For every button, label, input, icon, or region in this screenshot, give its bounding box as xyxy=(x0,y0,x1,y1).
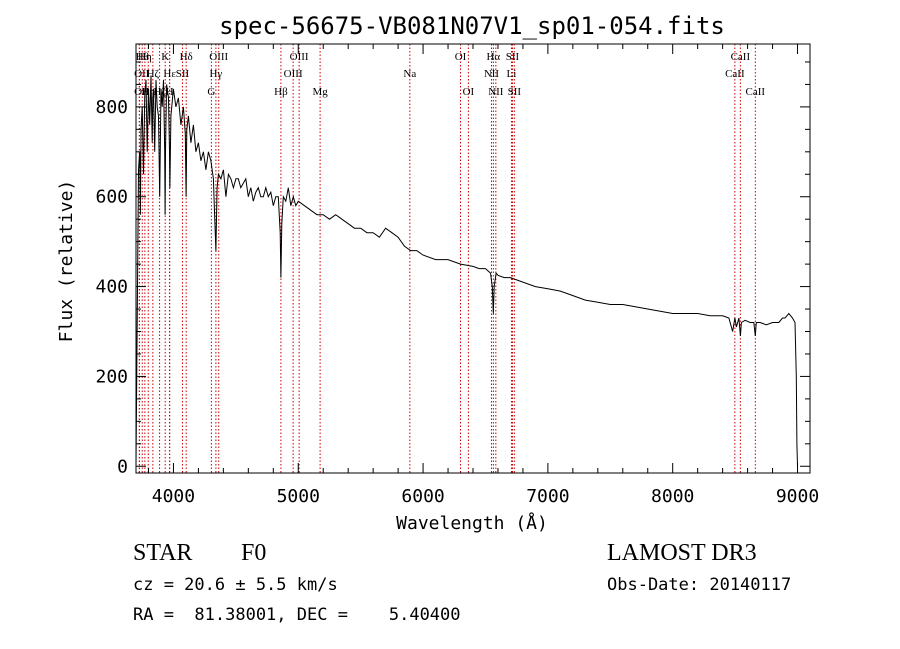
line-label: Hα xyxy=(486,51,500,63)
x-tick-label: 4000 xyxy=(152,486,195,507)
line-label: Hδ xyxy=(180,51,193,63)
line-label: SII xyxy=(506,51,520,63)
obs-date-text: Obs-Date: 20140117 xyxy=(607,575,791,595)
line-label: OIII xyxy=(290,51,309,63)
chart-title: spec-56675-VB081N07V1_sp01-054.fits xyxy=(219,12,725,40)
line-label: Na xyxy=(403,68,416,80)
line-label: NII xyxy=(488,86,504,98)
line-label: Hζ xyxy=(147,68,160,80)
line-label: CaII xyxy=(725,68,745,80)
line-label: OII xyxy=(134,68,150,80)
line-label: SII xyxy=(176,68,190,80)
x-tick-label: 9000 xyxy=(776,486,819,507)
line-label: K xyxy=(161,51,169,63)
line-label: Hη xyxy=(138,51,152,63)
y-axis-label: Flux (relative) xyxy=(56,180,77,343)
line-markers xyxy=(138,44,756,473)
line-label: H xyxy=(166,86,174,98)
line-label: CaII xyxy=(731,51,751,63)
line-label: SII xyxy=(508,86,522,98)
spectrum-series-line xyxy=(135,75,798,467)
x-tick-label: 6000 xyxy=(401,486,444,507)
line-label: G xyxy=(207,86,215,98)
line-label: OIII xyxy=(209,51,228,63)
y-tick-label: 200 xyxy=(95,366,128,387)
line-label: NII xyxy=(484,68,500,80)
line-label: OIII xyxy=(284,68,303,80)
line-label: Mg xyxy=(312,86,328,98)
y-tick-labels: 0 200 400 600 800 xyxy=(95,97,128,477)
x-tick-label: 5000 xyxy=(277,486,320,507)
object-class: STAR xyxy=(133,540,192,566)
redshift-text: cz = 20.6 ± 5.5 km/s xyxy=(133,575,338,595)
plot-frame xyxy=(135,43,811,474)
line-label: OI xyxy=(463,86,475,98)
line-label: OI xyxy=(455,51,467,63)
line-label: Li xyxy=(507,68,517,80)
coordinates-text: RA = 81.38001, DEC = 5.40400 xyxy=(133,605,461,625)
survey-name: LAMOST DR3 xyxy=(607,540,757,566)
y-tick-label: 400 xyxy=(95,277,128,298)
object-subclass: F0 xyxy=(241,540,266,566)
y-tick-label: 0 xyxy=(117,456,128,477)
axis-ticks xyxy=(136,44,810,473)
line-label: Hε xyxy=(163,68,176,80)
line-label: Hγ xyxy=(209,68,222,80)
line-label: Hβ xyxy=(274,86,288,98)
x-tick-labels: 4000 5000 6000 7000 8000 9000 xyxy=(152,486,819,507)
line-label: CaII xyxy=(746,86,766,98)
y-tick-label: 600 xyxy=(95,187,128,208)
y-tick-label: 800 xyxy=(95,97,128,118)
x-tick-label: 8000 xyxy=(651,486,694,507)
x-tick-label: 7000 xyxy=(526,486,569,507)
line-label: Hθ xyxy=(136,51,149,63)
x-axis-label: Wavelength (Å) xyxy=(396,512,548,534)
